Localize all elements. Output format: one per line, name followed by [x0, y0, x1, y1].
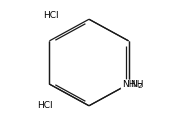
Text: NH: NH [122, 80, 135, 89]
Text: 2: 2 [137, 83, 142, 89]
Bar [121, 80, 137, 88]
Bar [122, 80, 135, 88]
Text: HCl: HCl [43, 11, 59, 20]
Text: HCl: HCl [37, 101, 53, 110]
Text: NH: NH [130, 80, 143, 89]
